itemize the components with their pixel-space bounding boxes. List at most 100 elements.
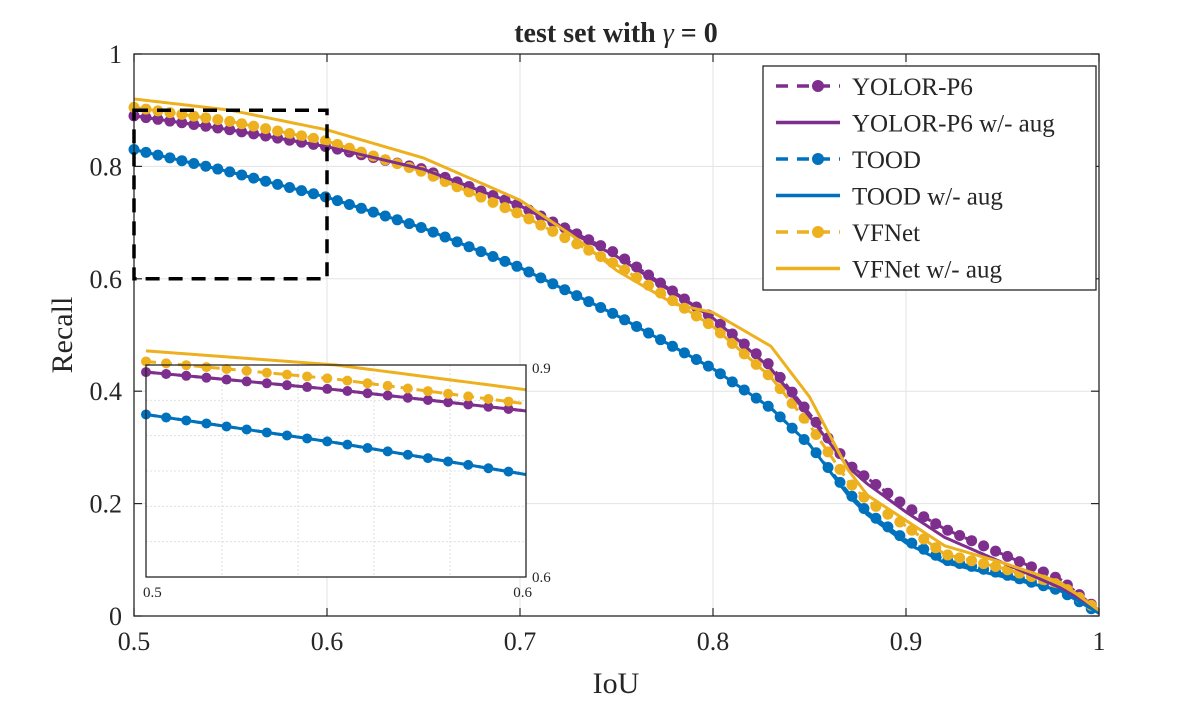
x-tick-label: 0.6 <box>311 627 344 656</box>
data-point-vfnet <box>248 120 260 132</box>
series-line-tood-w-aug <box>133 148 1100 615</box>
data-point-vfnet <box>762 369 774 381</box>
data-point-vfnet <box>272 125 284 137</box>
data-point-vfnet <box>559 232 571 244</box>
data-point-vfnet <box>362 378 373 389</box>
data-point-vfnet <box>918 533 930 545</box>
legend-item-tood: TOOD <box>776 147 921 174</box>
inset-grid <box>146 365 526 577</box>
series-line-tood-w-aug <box>145 412 527 477</box>
data-point-vfnet <box>822 446 834 458</box>
data-point-vfnet <box>690 310 702 322</box>
data-point-vfnet <box>201 362 212 373</box>
legend: YOLOR-P6 YOLOR-P6 w/- aug TOOD TOOD w/- aug… <box>776 74 1055 284</box>
data-point-vfnet <box>188 110 200 122</box>
data-point-vfnet <box>547 225 559 237</box>
data-point-vfnet <box>714 327 726 339</box>
data-point-vfnet <box>942 549 954 561</box>
data-point-vfnet <box>503 396 514 407</box>
legend-box <box>762 65 1097 291</box>
inset-y-tick-label: 0.9 <box>532 361 551 377</box>
data-point-vfnet <box>978 558 990 570</box>
data-point-yolor-p6 <box>1013 556 1025 568</box>
data-point-tood <box>882 521 894 533</box>
main-plot-area <box>128 97 1100 615</box>
data-point-vfnet <box>475 191 487 203</box>
data-point-vfnet <box>511 207 523 219</box>
data-point-vfnet <box>499 202 511 214</box>
legend-marker <box>812 153 824 165</box>
legend-label: VFNet w/- aug <box>852 257 1002 284</box>
legend-marker <box>812 80 824 92</box>
data-point-vfnet <box>834 463 846 475</box>
data-point-vfnet <box>261 367 272 378</box>
data-point-vfnet <box>535 219 547 231</box>
y-tick-label: 1 <box>109 40 122 69</box>
legend-item-vfnet-w-aug: VFNet w/- aug <box>776 257 1002 284</box>
x-tick-label: 0.9 <box>890 627 923 656</box>
inset-x-tick-label: 0.5 <box>143 585 162 601</box>
data-point-vfnet <box>954 552 966 564</box>
data-point-vfnet <box>930 542 942 554</box>
data-point-vfnet <box>200 112 212 124</box>
chart-title: test set with γ = 0 <box>514 18 718 49</box>
zoom-region-box <box>132 108 329 281</box>
data-point-vfnet <box>161 358 172 369</box>
legend-item-yolor-p6: YOLOR-P6 <box>776 74 973 101</box>
data-point-vfnet <box>738 348 750 360</box>
zoom-rectangle <box>132 108 329 281</box>
data-point-vfnet <box>463 186 475 198</box>
data-point-vfnet <box>487 196 499 208</box>
data-point-vfnet <box>260 123 272 135</box>
legend-label: VFNet <box>852 220 920 247</box>
legend-label: TOOD <box>852 147 921 174</box>
data-point-vfnet <box>966 555 978 567</box>
legend-item-vfnet: VFNet <box>776 220 920 247</box>
x-axis-label: IoU <box>593 667 640 700</box>
data-point-vfnet <box>702 318 714 330</box>
data-point-tood <box>846 490 858 502</box>
data-point-vfnet <box>236 118 248 130</box>
data-point-vfnet <box>241 365 252 376</box>
inset-ticks: 0.5 0.60.6 0.9 <box>143 361 551 601</box>
data-point-yolor-p6 <box>978 540 990 552</box>
inset-y-tick-label: 0.6 <box>532 570 551 586</box>
data-point-yolor-p6 <box>762 358 774 370</box>
data-point-vfnet <box>221 363 232 374</box>
x-tick-label: 1 <box>1093 627 1106 656</box>
legend-item-tood-w-aug: TOOD w/- aug <box>776 184 1003 211</box>
main-axes-box <box>133 53 1100 617</box>
data-point-vfnet <box>750 358 762 370</box>
data-point-yolor-p6 <box>954 529 966 541</box>
data-point-vfnet <box>322 373 333 384</box>
data-point-vfnet <box>296 130 308 142</box>
data-point-vfnet <box>212 114 224 126</box>
x-tick-label: 0.8 <box>697 627 730 656</box>
data-point-vfnet <box>523 213 535 225</box>
data-point-yolor-p6 <box>942 524 954 536</box>
series-line-vfnet-w-aug <box>133 97 1100 612</box>
data-point-vfnet <box>402 383 413 394</box>
data-point-vfnet <box>443 388 454 399</box>
data-point-vfnet <box>726 337 738 349</box>
series-line-yolor-p6-w-aug <box>133 114 1100 612</box>
data-point-vfnet <box>382 380 393 391</box>
data-point-yolor-p6 <box>930 518 942 530</box>
data-point-tood <box>858 502 870 514</box>
y-axis-label: Recall <box>46 297 79 374</box>
data-point-yolor-p6 <box>918 511 930 523</box>
data-point-vfnet <box>224 115 236 127</box>
data-point-vfnet <box>342 375 353 386</box>
inset-x-tick-label: 0.6 <box>513 585 532 601</box>
data-point-vfnet <box>483 393 494 404</box>
legend-label: TOOD w/- aug <box>852 184 1003 211</box>
legend-label: YOLOR-P6 w/- aug <box>852 111 1055 138</box>
data-point-vfnet <box>422 386 433 397</box>
legend-label: YOLOR-P6 <box>852 74 973 101</box>
data-point-yolor-p6 <box>1002 550 1014 562</box>
x-tick-label: 0.5 <box>118 627 151 656</box>
data-point-vfnet <box>990 561 1002 573</box>
y-tick-label: 0.4 <box>90 377 123 406</box>
data-point-tood <box>870 512 882 524</box>
